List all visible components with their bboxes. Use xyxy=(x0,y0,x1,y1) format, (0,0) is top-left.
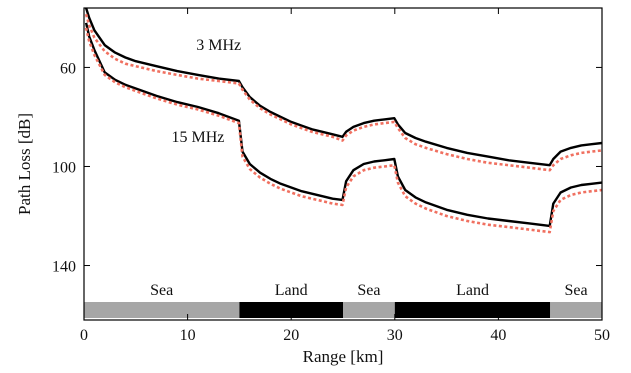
plot-lines xyxy=(84,7,603,234)
axis-ticks xyxy=(83,8,603,320)
x-tick-label-30: 30 xyxy=(387,327,403,344)
chart-labels: Sea Land Sea Land Sea 0 10 20 30 40 50 60 100 140 3 MH… xyxy=(52,37,610,344)
terrain-label-sea-0: Sea xyxy=(150,282,173,299)
series-annotation-1: 15 MHz xyxy=(172,129,225,146)
terrain-bands xyxy=(84,302,602,318)
terrain-label-land-3: Land xyxy=(456,282,489,299)
terrain-label-land-1: Land xyxy=(275,282,308,299)
x-tick-label-50: 50 xyxy=(594,327,610,344)
terrain-band-sea-0 xyxy=(84,302,240,318)
terrain-band-sea-2 xyxy=(343,302,395,318)
y-tick-label-100: 100 xyxy=(52,159,76,176)
x-tick-label-0: 0 xyxy=(80,327,88,344)
y-tick-label-140: 140 xyxy=(52,259,76,276)
y-tick-label-60: 60 xyxy=(60,60,76,77)
terrain-band-sea-4 xyxy=(550,302,602,318)
series-3-mhz-solid xyxy=(84,7,603,167)
terrain-band-land-3 xyxy=(394,302,551,318)
y-axis-label: Path Loss [dB] xyxy=(15,113,34,215)
x-axis-label: Range [km] xyxy=(303,347,384,366)
x-tick-label-10: 10 xyxy=(180,327,196,344)
terrain-band-land-1 xyxy=(239,302,343,318)
x-tick-label-40: 40 xyxy=(490,327,506,344)
series-annotation-0: 3 MHz xyxy=(196,37,241,54)
series-15-mhz-dashed xyxy=(84,27,603,234)
series-3-mhz-dashed xyxy=(84,13,603,172)
terrain-label-sea-4: Sea xyxy=(565,282,588,299)
terrain-label-sea-2: Sea xyxy=(357,282,380,299)
plot-frame xyxy=(83,7,603,321)
x-tick-label-20: 20 xyxy=(283,327,299,344)
